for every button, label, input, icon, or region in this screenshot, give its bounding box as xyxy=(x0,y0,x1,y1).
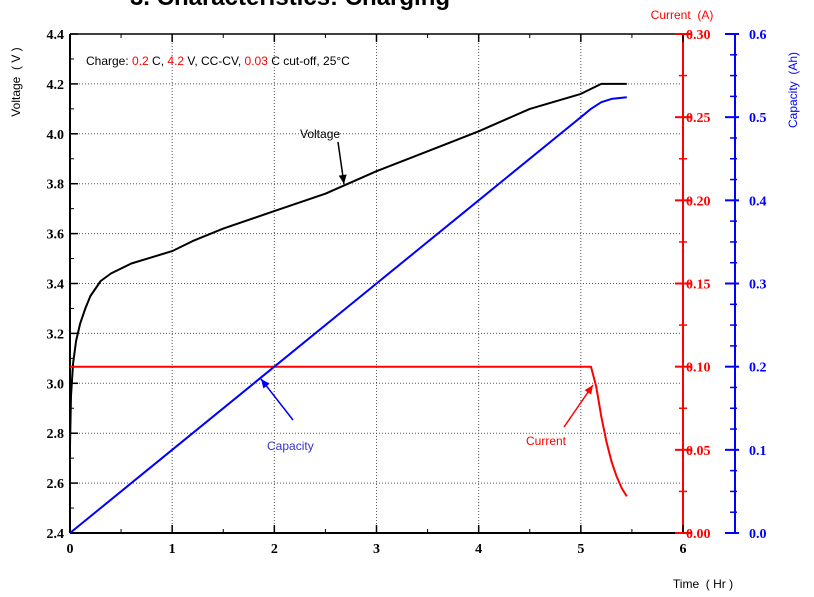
x-tick-label: 0 xyxy=(67,542,74,557)
condition-cutoff: 0.03 xyxy=(245,54,269,68)
y-right2-axis-label: Capacity (Ah) xyxy=(786,52,800,128)
y-left-tick-label: 2.6 xyxy=(47,477,65,492)
y-right2-tick-label: 0.0 xyxy=(749,527,767,542)
y-right1-tick-label: 0.30 xyxy=(686,28,711,43)
series-line-current xyxy=(70,365,628,497)
current-annotation-arrow-head xyxy=(584,385,593,395)
y-left-tick-label: 3.2 xyxy=(47,327,65,342)
voltage-annotation-arrow-head xyxy=(338,174,347,184)
y-left-tick-label: 2.8 xyxy=(47,427,65,442)
series-line-capacity xyxy=(69,96,627,534)
y-right2-tick-label: 0.4 xyxy=(749,194,767,209)
current-annotation: Current xyxy=(526,434,567,448)
chart-title: 3. Characteristics: Charging xyxy=(130,0,450,11)
x-tick-label: 6 xyxy=(680,542,687,557)
y-left-axis-label: Voltage ( V ) xyxy=(9,47,23,116)
y-right2-tick-label: 0.1 xyxy=(749,444,767,459)
condition-voltage: 4.2 xyxy=(167,54,184,68)
y-right2-tick-label: 0.6 xyxy=(749,28,767,43)
x-tick-label: 5 xyxy=(577,542,584,557)
y-left-tick-label: 3.8 xyxy=(47,178,65,193)
y-right1-tick-label: 0.25 xyxy=(686,111,711,126)
y-right2-tick-label: 0.5 xyxy=(749,111,767,126)
condition-rate: 0.2 xyxy=(132,54,149,68)
condition-prefix: Charge: xyxy=(86,54,132,68)
y-right2-tick-label: 0.2 xyxy=(749,361,767,376)
y-right1-tick-label: 0.20 xyxy=(686,194,711,209)
voltage-annotation: Voltage xyxy=(300,127,340,141)
axes: 0 1 2 3 4 5 6 2.4 2.6 2.8 3.0 3.2 3.4 3.6 3.8 4.0 4.2 4.4… xyxy=(47,28,767,557)
y-left-tick-label: 2.4 xyxy=(47,527,65,542)
y-right1-tick-label: 0.00 xyxy=(686,527,711,542)
x-tick-label: 1 xyxy=(169,542,176,557)
x-tick-label: 4 xyxy=(475,542,482,557)
y-left-tick-label: 4.2 xyxy=(47,78,65,93)
y-left-tick-label: 4.4 xyxy=(47,28,65,43)
annotations xyxy=(260,141,594,428)
y-left-tick-label: 4.0 xyxy=(47,128,65,143)
x-axis-label: Time ( Hr ) xyxy=(673,577,733,591)
y-left-tick-label: 3.6 xyxy=(47,228,65,243)
y-right1-tick-label: 0.05 xyxy=(686,444,711,459)
y-right1-tick-label: 0.10 xyxy=(686,361,711,376)
condition-rate-unit: C, xyxy=(149,54,168,68)
y-left-tick-label: 3.0 xyxy=(47,377,65,392)
y-right1-axis-label: Current (A) xyxy=(651,8,714,22)
charge-condition: Charge: 0.2 C, 4.2 V, CC-CV, 0.03 C cut-… xyxy=(86,54,350,68)
capacity-annotation: Capacity xyxy=(267,439,314,453)
series-line-voltage xyxy=(69,82,627,446)
condition-cutoff-unit: C cut-off, 25°C xyxy=(268,54,350,68)
condition-voltage-unit: V, CC-CV, xyxy=(184,54,244,68)
y-left-tick-label: 3.4 xyxy=(47,278,65,293)
y-right1-tick-label: 0.15 xyxy=(686,278,711,293)
x-tick-label: 2 xyxy=(271,542,278,557)
series xyxy=(69,82,628,534)
x-tick-label: 3 xyxy=(373,542,380,557)
capacity-annotation-arrow-head xyxy=(261,379,270,389)
y-right2-tick-label: 0.3 xyxy=(749,278,767,293)
